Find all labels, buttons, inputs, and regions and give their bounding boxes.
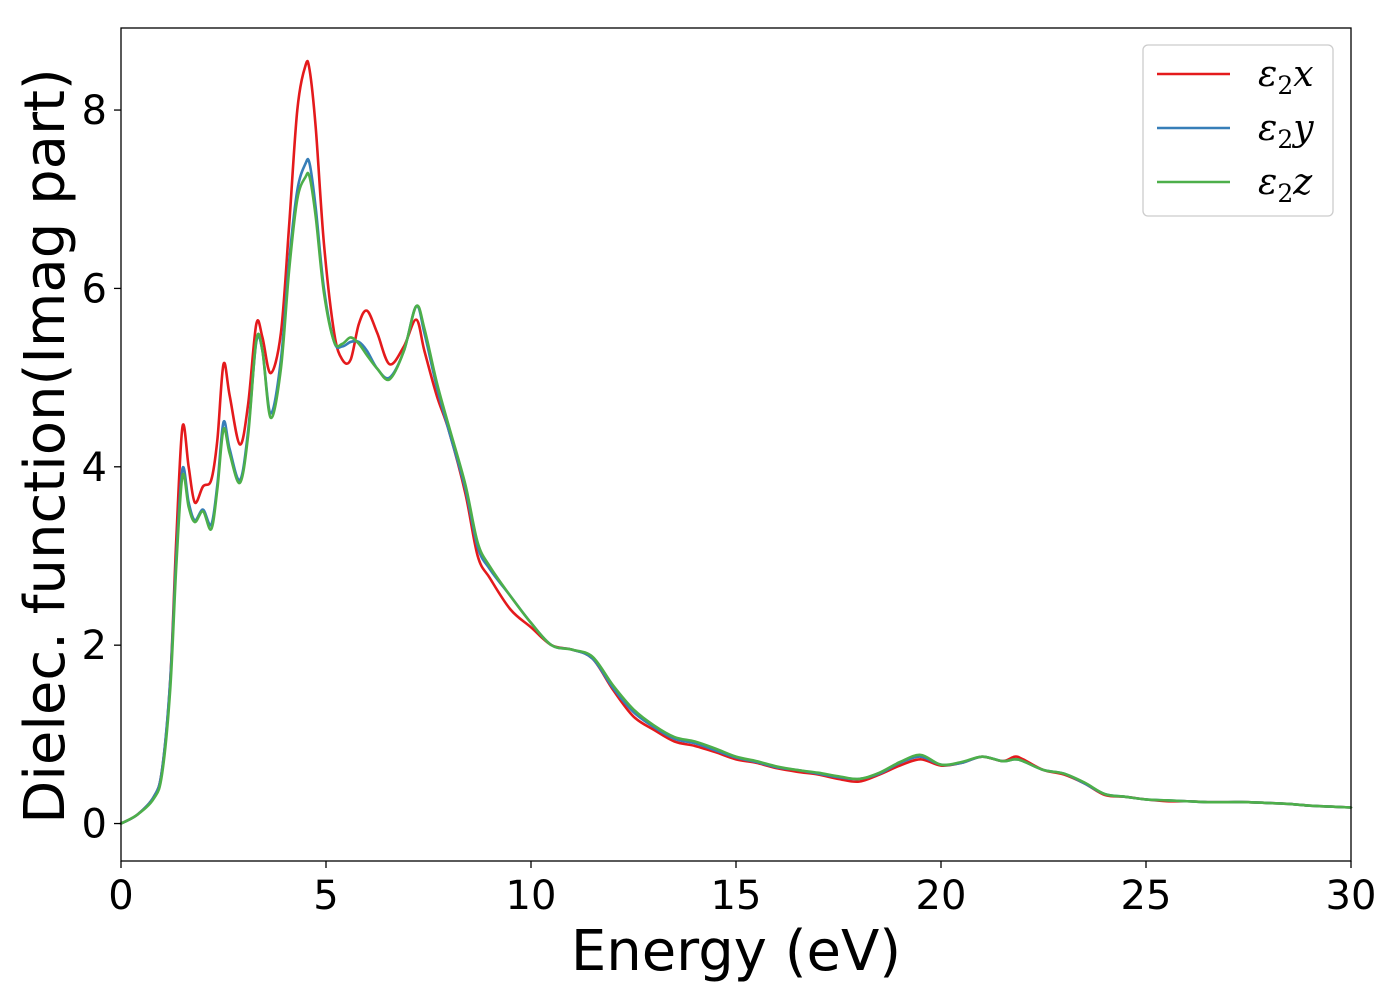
y-axis: 0 2 4 6 8 (82, 88, 121, 848)
x-tick-label: 10 (506, 873, 557, 919)
x-tick-label: 15 (711, 873, 762, 919)
y-tick-label: 0 (82, 802, 107, 848)
series-layer (119, 59, 1353, 825)
x-tick-label: 30 (1326, 873, 1377, 919)
series-line-z (119, 171, 1353, 825)
x-tick-label: 5 (313, 873, 338, 919)
x-tick-label: 0 (108, 873, 133, 919)
y-tick-label: 8 (82, 88, 107, 134)
y-tick-label: 2 (82, 623, 107, 669)
legend-label-y: ε2y (1258, 108, 1314, 154)
x-tick-label: 20 (916, 873, 967, 919)
x-axis: 0 5 10 15 20 25 30 (108, 861, 1376, 919)
legend: ε2x ε2y ε2z (1142, 44, 1334, 217)
legend-label-z: ε2z (1258, 162, 1313, 208)
y-tick-label: 6 (82, 266, 107, 312)
x-axis-title: Energy (eV) (571, 919, 901, 984)
y-tick-label: 4 (82, 445, 107, 491)
legend-box (1142, 44, 1334, 217)
y-axis-title: Dielec. function(Imag part) (13, 68, 78, 824)
legend-label-x: ε2x (1258, 54, 1314, 100)
x-tick-label: 25 (1121, 873, 1172, 919)
